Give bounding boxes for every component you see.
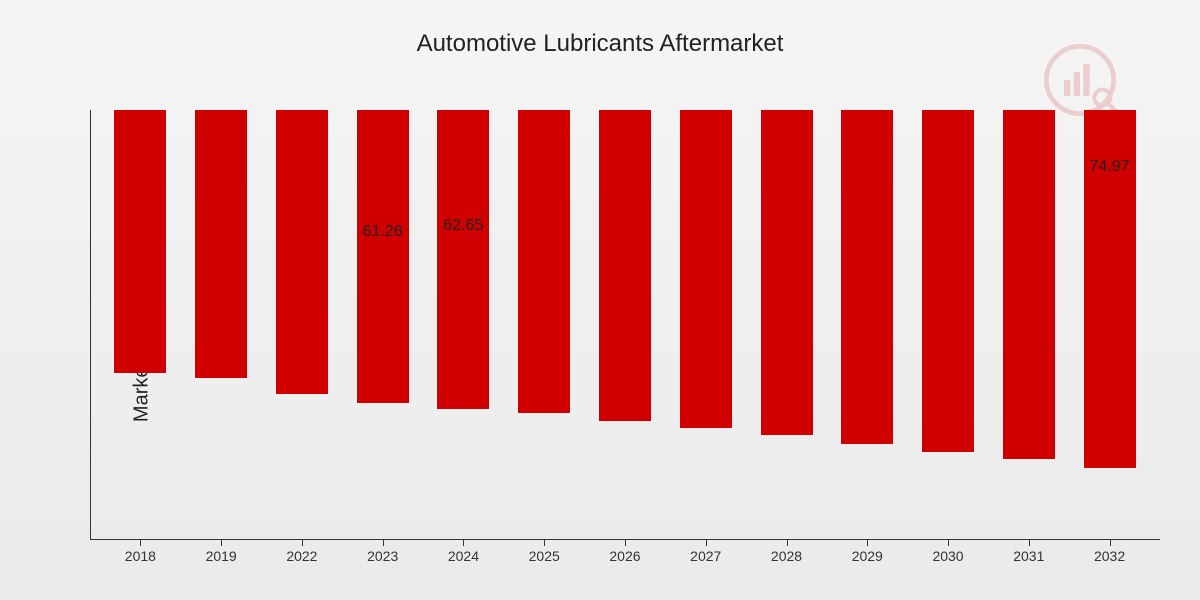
bar-group: 2031 [988,110,1069,540]
bar-group: 2029 [827,110,908,540]
x-tick-label: 2030 [932,548,963,564]
x-tick-mark [383,540,384,546]
x-tick-mark [867,540,868,546]
bar-group: 2030 [908,110,989,540]
x-tick-label: 2032 [1094,548,1125,564]
bar-value-label: 74.97 [1090,158,1130,176]
x-tick-mark [1110,540,1111,546]
x-tick-mark [787,540,788,546]
bar [680,110,732,428]
x-tick-label: 2019 [206,548,237,564]
x-tick-label: 2027 [690,548,721,564]
x-tick-label: 2028 [771,548,802,564]
chart-title: Automotive Lubricants Aftermarket [0,30,1200,58]
bar [599,110,651,421]
bar-group: 61.262023 [342,110,423,540]
x-tick-label: 2024 [448,548,479,564]
bar-group: 2025 [504,110,585,540]
bars-container: 20182019202261.26202362.6520242025202620… [90,110,1160,540]
bar-value-label: 61.26 [363,223,403,241]
x-tick-mark [625,540,626,546]
bar-value-label: 62.65 [443,217,483,235]
bar [357,110,409,403]
chart-plot-area: 20182019202261.26202362.6520242025202620… [90,110,1160,540]
x-tick-mark [1029,540,1030,546]
bar-group: 2026 [585,110,666,540]
bar [114,110,166,373]
x-tick-label: 2031 [1013,548,1044,564]
x-tick-label: 2023 [367,548,398,564]
x-tick-mark [302,540,303,546]
bar-group: 2018 [100,110,181,540]
x-tick-label: 2026 [609,548,640,564]
bar-group: 2027 [665,110,746,540]
bar-group: 2022 [262,110,343,540]
x-tick-mark [706,540,707,546]
x-tick-mark [140,540,141,546]
bar [276,110,328,394]
bar-group: 2019 [181,110,262,540]
x-tick-mark [221,540,222,546]
bar [761,110,813,435]
bar [1003,110,1055,459]
x-tick-label: 2022 [286,548,317,564]
bar-group: 2028 [746,110,827,540]
bar-group: 62.652024 [423,110,504,540]
bar [518,110,570,413]
bar [437,110,489,409]
x-tick-label: 2029 [852,548,883,564]
bar [841,110,893,444]
x-tick-label: 2018 [125,548,156,564]
bar [922,110,974,452]
x-tick-mark [544,540,545,546]
bar [195,110,247,378]
x-tick-mark [463,540,464,546]
x-tick-label: 2025 [529,548,560,564]
x-tick-mark [948,540,949,546]
bar-group: 74.972032 [1069,110,1150,540]
watermark-logo [1040,40,1120,120]
